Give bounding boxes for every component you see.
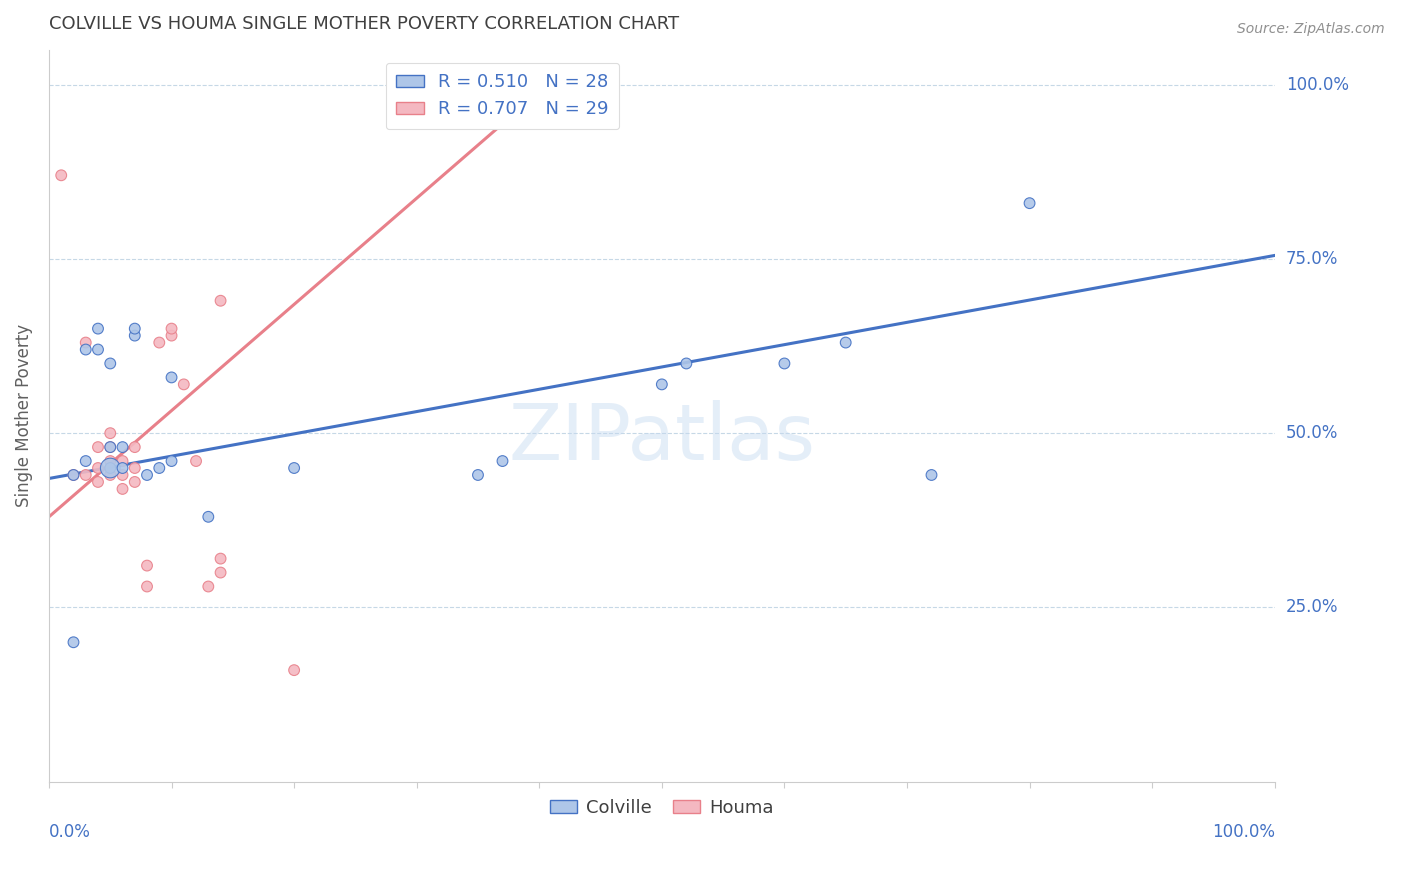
Point	[98, 356, 121, 370]
Text: 100.0%: 100.0%	[1212, 823, 1275, 841]
Point	[124, 321, 146, 335]
Text: 0.0%: 0.0%	[49, 823, 91, 841]
Point	[136, 558, 159, 573]
Point	[1018, 196, 1040, 211]
Point	[87, 343, 110, 357]
Point	[98, 440, 121, 454]
Point	[184, 454, 207, 468]
Point	[111, 461, 134, 475]
Point	[111, 467, 134, 482]
Point	[111, 454, 134, 468]
Point	[62, 467, 84, 482]
Point	[75, 467, 97, 482]
Point	[136, 467, 159, 482]
Point	[173, 377, 195, 392]
Point	[98, 440, 121, 454]
Point	[160, 454, 183, 468]
Text: COLVILLE VS HOUMA SINGLE MOTHER POVERTY CORRELATION CHART: COLVILLE VS HOUMA SINGLE MOTHER POVERTY …	[49, 15, 679, 33]
Point	[124, 440, 146, 454]
Point	[124, 461, 146, 475]
Point	[675, 356, 697, 370]
Point	[75, 343, 97, 357]
Point	[651, 377, 673, 392]
Point	[111, 440, 134, 454]
Point	[98, 461, 121, 475]
Point	[75, 454, 97, 468]
Legend: Colville, Houma: Colville, Houma	[543, 791, 782, 824]
Text: Source: ZipAtlas.com: Source: ZipAtlas.com	[1237, 22, 1385, 37]
Point	[773, 356, 796, 370]
Text: 25.0%: 25.0%	[1286, 599, 1339, 616]
Point	[209, 551, 232, 566]
Point	[160, 328, 183, 343]
Point	[197, 509, 219, 524]
Point	[62, 635, 84, 649]
Text: 50.0%: 50.0%	[1286, 425, 1339, 442]
Text: ZIPatlas: ZIPatlas	[509, 400, 815, 475]
Y-axis label: Single Mother Poverty: Single Mother Poverty	[15, 324, 32, 508]
Text: 100.0%: 100.0%	[1286, 76, 1348, 94]
Point	[491, 454, 513, 468]
Point	[148, 335, 170, 350]
Point	[111, 482, 134, 496]
Point	[283, 461, 305, 475]
Point	[62, 467, 84, 482]
Point	[197, 580, 219, 594]
Point	[87, 440, 110, 454]
Point	[148, 461, 170, 475]
Point	[98, 467, 121, 482]
Point	[160, 321, 183, 335]
Point	[87, 461, 110, 475]
Point	[160, 370, 183, 384]
Point	[75, 335, 97, 350]
Point	[87, 475, 110, 489]
Point	[87, 321, 110, 335]
Point	[98, 461, 121, 475]
Point	[834, 335, 856, 350]
Point	[209, 566, 232, 580]
Point	[98, 454, 121, 468]
Text: 75.0%: 75.0%	[1286, 250, 1339, 268]
Point	[209, 293, 232, 308]
Point	[136, 580, 159, 594]
Point	[283, 663, 305, 677]
Point	[124, 328, 146, 343]
Point	[467, 467, 489, 482]
Point	[921, 467, 943, 482]
Point	[51, 169, 73, 183]
Point	[124, 475, 146, 489]
Point	[98, 426, 121, 441]
